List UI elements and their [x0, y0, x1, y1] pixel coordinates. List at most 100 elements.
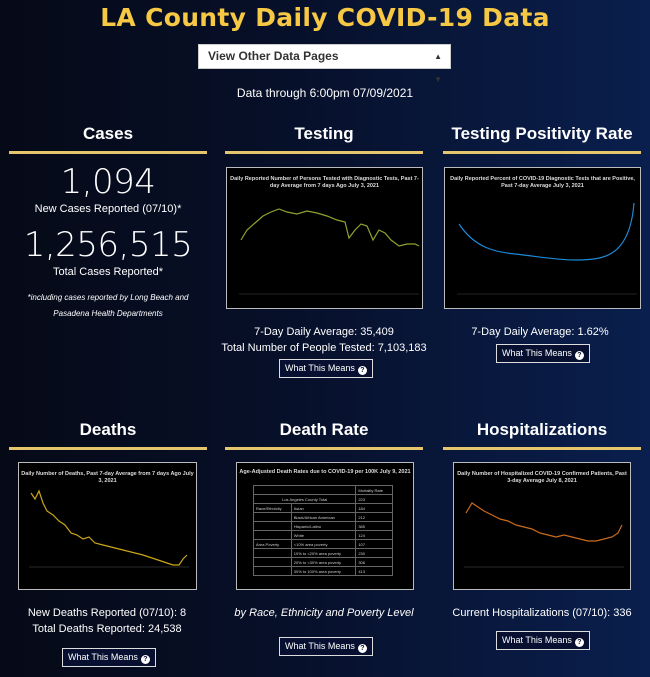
deaths-chart-title: Daily Number of Deaths, Past 7-day Avera…: [21, 471, 194, 484]
deaths-new: New Deaths Reported (07/10): 8: [27, 607, 187, 619]
question-icon: ?: [140, 655, 150, 664]
question-icon: ?: [357, 644, 367, 653]
table-row: Mortality Rate: [252, 485, 393, 495]
hospital-current: Current Hospitalizations (07/10): 336: [452, 607, 632, 619]
total-cases-label: Total Cases Reported*: [52, 266, 164, 278]
table-cell: 385: [355, 521, 393, 531]
data-through-text: Data through 6:00pm 07/09/2021: [236, 86, 414, 100]
death-rate-caption: by Race, Ethnicity and Poverty Level: [234, 607, 414, 619]
hospital-what-this-means-button[interactable]: What This Means?: [496, 631, 590, 650]
question-icon: ?: [574, 638, 584, 647]
testing-divider: [225, 151, 423, 154]
table-row: 10% to <20% area poverty 230: [253, 548, 393, 558]
table-cell: 184: [355, 503, 393, 513]
testing-chart[interactable]: Daily Reported Number of Persons Tested …: [226, 167, 423, 309]
positivity-section: Testing Positivity Rate: [443, 124, 641, 154]
table-cell: 30% to 100% area poverty: [290, 566, 357, 576]
positivity-divider: [443, 151, 641, 154]
testing-total: Total Number of People Tested: 7,103,183: [221, 342, 427, 354]
testing-what-this-means-button[interactable]: What This Means?: [279, 359, 373, 378]
total-cases-value: 1,256,515: [23, 225, 193, 265]
cases-divider: [9, 151, 207, 154]
death-rate-heading: Death Rate: [279, 420, 369, 439]
table-cell: 212: [355, 512, 393, 522]
page-title: LA County Daily COVID-19 Data: [100, 3, 550, 32]
table-cell: [253, 512, 292, 522]
table-cell: Asian: [290, 503, 357, 513]
testing-button-label: What This Means: [285, 363, 355, 373]
table-cell: 230: [355, 548, 393, 558]
testing-heading: Testing: [294, 124, 354, 143]
hospital-chart-title: Daily Number of Hospitalized COVID-19 Co…: [457, 471, 627, 484]
table-cell: [253, 557, 292, 567]
table-cell: [253, 566, 292, 576]
table-cell: 20% to <30% area poverty: [290, 557, 357, 567]
testing-chart-plot: [239, 208, 420, 295]
table-cell: 10% to <20% area poverty: [290, 548, 357, 558]
death-rate-table: Mortality Rate Los Angeles County Total 2…: [252, 485, 393, 576]
table-cell: 306: [355, 557, 393, 567]
death-rate-divider: [225, 447, 423, 450]
testing-chart-title: Daily Reported Number of Persons Tested …: [230, 176, 419, 189]
question-icon: ?: [574, 351, 584, 360]
positivity-chart-title: Daily Reported Percent of COVID-19 Diagn…: [450, 176, 635, 189]
table-cell: 107: [355, 539, 393, 549]
cases-section: Cases 1,094 New Cases Reported (07/10)* …: [9, 124, 207, 322]
death-rate-table-image[interactable]: Age-Adjusted Death Rates due to COVID-19…: [236, 462, 414, 590]
data-pages-select[interactable]: View Other Data Pages ▲ ▼: [198, 44, 451, 84]
positivity-chart-plot: [457, 202, 637, 295]
table-cell: Hispanic/Latino: [290, 521, 357, 531]
deaths-what-this-means-button[interactable]: What This Means?: [62, 648, 156, 667]
new-cases-value: 1,094: [60, 162, 156, 202]
table-row: 30% to 100% area poverty 413: [253, 566, 393, 576]
question-icon: ?: [357, 366, 367, 375]
table-row: Los Angeles County Total 223: [252, 494, 393, 504]
new-cases-label: New Cases Reported (07/10)*: [34, 203, 182, 215]
table-total-value: 223: [355, 494, 393, 504]
cases-heading: Cases: [82, 124, 134, 143]
death-rate-chart-title: Age-Adjusted Death Rates due to COVID-19…: [239, 469, 411, 475]
table-cell: 124: [355, 530, 393, 540]
deaths-total: Total Deaths Reported: 24,538: [32, 623, 182, 635]
deaths-divider: [9, 447, 207, 450]
death-rate-section: Death Rate: [225, 420, 423, 450]
positivity-chart[interactable]: Daily Reported Percent of COVID-19 Diagn…: [444, 167, 641, 309]
hospital-chart[interactable]: Daily Number of Hospitalized COVID-19 Co…: [453, 462, 631, 590]
deaths-chart[interactable]: Daily Number of Deaths, Past 7-day Avera…: [18, 462, 197, 590]
table-row: Hispanic/Latino 385: [253, 521, 393, 531]
hospital-button-label: What This Means: [502, 635, 572, 645]
table-row: Area Poverty <10% area poverty 107: [253, 539, 393, 549]
table-cell: [253, 521, 292, 531]
table-cell: White: [290, 530, 357, 540]
deaths-button-label: What This Means: [68, 652, 138, 662]
hospital-series-line: [465, 502, 623, 542]
table-row: 20% to <30% area poverty 306: [253, 557, 393, 567]
hospital-section: Hospitalizations: [443, 420, 641, 450]
table-row: Black/African American 212: [253, 512, 393, 522]
table-cell: [253, 530, 292, 540]
deaths-heading: Deaths: [79, 420, 137, 439]
table-row: White 124: [253, 530, 393, 540]
cases-footnote: *including cases reported by Long Beach …: [27, 293, 189, 318]
table-cell: Black/African American: [290, 512, 357, 522]
table-total-label: Los Angeles County Total: [252, 494, 357, 504]
table-cell: Area Poverty: [253, 539, 292, 549]
deaths-section: Deaths: [9, 420, 207, 450]
deaths-series-line: [30, 489, 188, 566]
table-row: Race/Ethnicity Asian 184: [253, 503, 393, 513]
positivity-avg: 7-Day Daily Average: 1.62%: [471, 326, 609, 338]
select-arrows-icon: ▲ ▼: [434, 52, 442, 84]
hospital-heading: Hospitalizations: [476, 420, 608, 439]
death-rate-what-this-means-button[interactable]: What This Means?: [279, 637, 373, 656]
table-cell: Race/Ethnicity: [253, 503, 292, 513]
table-cell: 413: [355, 566, 393, 576]
positivity-button-label: What This Means: [502, 348, 572, 358]
positivity-what-this-means-button[interactable]: What This Means?: [496, 344, 590, 363]
hospital-chart-plot: [464, 502, 624, 568]
table-cell: [253, 548, 292, 558]
table-header: Mortality Rate: [355, 485, 393, 495]
testing-section: Testing: [225, 124, 423, 154]
select-value: View Other Data Pages: [208, 49, 339, 63]
testing-series-line: [240, 208, 420, 247]
deaths-chart-plot: [29, 489, 189, 568]
